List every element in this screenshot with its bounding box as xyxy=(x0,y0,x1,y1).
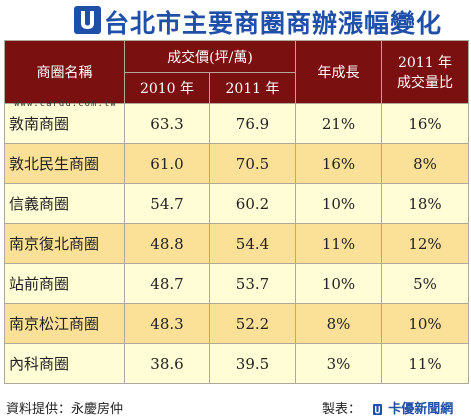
price-2010: 63.3 xyxy=(124,103,210,144)
table-row: 內科商圈 38.6 39.5 3% 11% xyxy=(4,343,470,384)
growth-rate: 10% xyxy=(295,263,383,304)
table-row: 站前商圈 48.7 53.7 10% 5% xyxy=(4,263,470,304)
table-row: 敦南商圈 63.3 76.9 21% 16% xyxy=(4,103,470,144)
cardu-mini-logo-icon xyxy=(373,404,383,415)
price-2011: 70.5 xyxy=(208,143,297,184)
price-2010: 48.7 xyxy=(124,263,210,304)
price-2010: 54.7 xyxy=(124,183,210,224)
price-2011: 53.7 xyxy=(208,263,297,304)
watermark-text: www.cardu.com.tw xyxy=(14,99,117,109)
volume-share: 10% xyxy=(381,303,470,344)
header-share-line2: 成交量比 xyxy=(397,75,454,91)
price-table: 商圈名稱 成交價(坪/萬) 年成長 2011 年 成交量比 2010 年 201… xyxy=(4,40,470,384)
volume-share: 12% xyxy=(381,223,470,264)
price-2011: 76.9 xyxy=(208,103,297,144)
growth-rate: 8% xyxy=(295,303,383,344)
price-2010: 48.3 xyxy=(124,303,210,344)
price-2010: 61.0 xyxy=(124,143,210,184)
cardu-logo-icon xyxy=(74,6,101,34)
growth-rate: 3% xyxy=(295,343,383,384)
district-name: 南京松江商圈 xyxy=(4,303,125,344)
source-credit: 資料提供：永慶房仲 xyxy=(6,402,124,417)
volume-share: 18% xyxy=(381,183,470,224)
table-row: 信義商圈 54.7 60.2 10% 18% xyxy=(4,183,470,224)
volume-share: 8% xyxy=(381,143,470,184)
header-year-2011: 2011 年 xyxy=(208,72,297,104)
price-2011: 54.4 xyxy=(208,223,297,264)
header-share-line1: 2011 年 xyxy=(397,55,453,71)
price-2011: 52.2 xyxy=(208,303,297,344)
made-by-credit: 製表： 卡優新聞網 xyxy=(322,398,453,417)
made-by-label: 製表： xyxy=(322,402,362,417)
district-name: 站前商圈 xyxy=(4,263,125,304)
district-name: 南京復北商圈 xyxy=(4,223,125,264)
volume-share: 5% xyxy=(381,263,470,304)
growth-rate: 16% xyxy=(295,143,383,184)
price-2011: 60.2 xyxy=(208,183,297,224)
price-2010: 38.6 xyxy=(124,343,210,384)
growth-rate: 10% xyxy=(295,183,383,224)
growth-rate: 21% xyxy=(295,103,383,144)
table-row: 南京復北商圈 48.8 54.4 11% 12% xyxy=(4,223,470,264)
district-name: 內科商圈 xyxy=(4,343,125,384)
growth-rate: 11% xyxy=(295,223,383,264)
district-name: 信義商圈 xyxy=(4,183,125,224)
header-growth: 年成長 xyxy=(295,40,383,104)
header-year-2010: 2010 年 xyxy=(124,72,210,104)
header-district: 商圈名稱 xyxy=(4,40,125,104)
page-title: 台北市主要商圈商辦漲幅變化 xyxy=(104,9,443,38)
district-name: 敦南商圈 xyxy=(4,103,125,144)
brand-name: 卡優新聞網 xyxy=(388,402,454,417)
price-2010: 48.8 xyxy=(124,223,210,264)
header-price-group: 成交價(坪/萬) xyxy=(123,40,297,73)
volume-share: 16% xyxy=(381,103,470,144)
table-row: 敦北民生商圈 61.0 70.5 16% 8% xyxy=(4,143,470,184)
district-name: 敦北民生商圈 xyxy=(4,143,125,184)
volume-share: 11% xyxy=(381,343,470,384)
table-row: 南京松江商圈 48.3 52.2 8% 10% xyxy=(4,303,470,344)
price-2011: 39.5 xyxy=(208,343,297,384)
title-bar: 台北市主要商圈商辦漲幅變化 xyxy=(0,0,471,40)
header-share: 2011 年 成交量比 xyxy=(381,40,470,104)
